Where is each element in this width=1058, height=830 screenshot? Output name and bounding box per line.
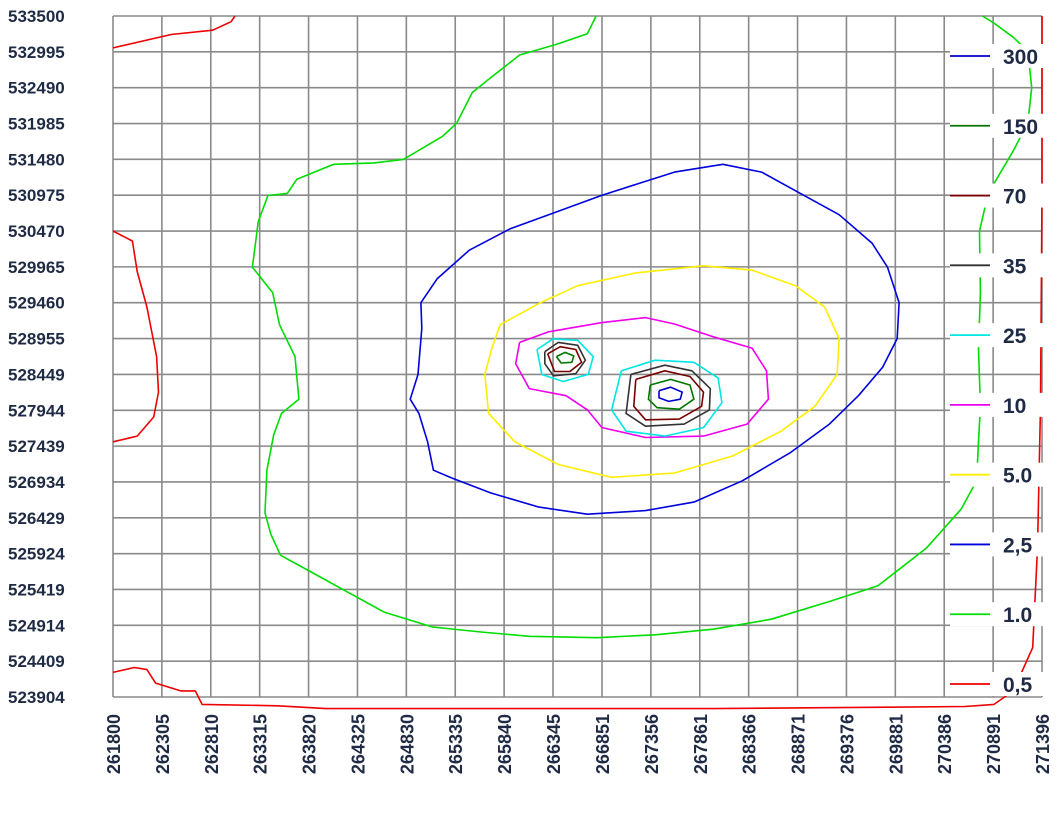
x-tick-label: 270891 [984, 714, 1004, 774]
legend-label: 150 [1003, 116, 1038, 139]
contour-line-5-0 [483, 264, 840, 479]
x-tick-label: 271396 [1033, 714, 1053, 774]
y-tick-label: 526429 [8, 509, 65, 528]
legend-label: 10 [1003, 395, 1026, 418]
x-tick-label: 269376 [837, 714, 857, 774]
contour-line-10 [514, 316, 770, 439]
legend-item-background [950, 253, 1046, 278]
y-tick-label: 527439 [8, 437, 65, 456]
x-tick-label: 266345 [544, 714, 564, 774]
legend-label: 35 [1003, 255, 1027, 278]
legend-label: 300 [1003, 46, 1038, 69]
x-tick-label: 269881 [886, 714, 906, 774]
legend-label: 70 [1003, 186, 1026, 209]
legend-item-background [950, 113, 1046, 138]
legend-label: 5.0 [1003, 465, 1032, 488]
y-tick-label: 533500 [8, 7, 65, 26]
contour-line-70 [632, 369, 705, 421]
y-tick-labels: 533500 532995 532490 531985 531480 530975 5304… [8, 7, 65, 707]
contour-line-300 [658, 386, 684, 403]
x-tick-label: 267356 [642, 714, 662, 774]
y-tick-label: 530975 [8, 186, 65, 205]
y-tick-label: 528955 [8, 330, 65, 349]
y-tick-label: 529965 [8, 258, 65, 277]
y-tick-label: 530470 [8, 222, 65, 241]
x-tick-label: 268871 [789, 714, 809, 774]
x-tick-label: 267861 [691, 714, 711, 774]
y-tick-label: 528449 [8, 365, 65, 384]
x-tick-labels: 261800 262305 262810 263315 263820 264325 2648… [104, 714, 1053, 774]
x-tick-label: 261800 [104, 714, 124, 774]
x-tick-label: 263820 [300, 714, 320, 774]
y-tick-label: 525924 [8, 545, 65, 564]
legend-label: 25 [1003, 325, 1027, 348]
contour-line-70 [546, 345, 583, 373]
x-tick-label: 270386 [935, 714, 955, 774]
contour-line-25 [610, 359, 723, 437]
x-tick-label: 262305 [153, 714, 173, 774]
x-tick-label: 266851 [593, 714, 613, 774]
y-tick-label: 524409 [8, 652, 65, 671]
x-tick-label: 264325 [348, 714, 368, 774]
y-tick-label: 532490 [8, 79, 65, 98]
y-tick-label: 531985 [8, 115, 65, 134]
contour-line-1-0 [251, 15, 1033, 639]
contour-line-35 [625, 364, 712, 428]
y-tick-label: 526934 [8, 473, 65, 492]
contour-line-35 [543, 341, 587, 377]
y-tick-label: 525419 [8, 580, 65, 599]
contour-line-25 [536, 338, 595, 383]
x-tick-label: 265335 [446, 714, 466, 774]
contour-line-0-5 [112, 230, 160, 443]
contour-line-2-5 [409, 163, 900, 516]
legend-label: 2,5 [1003, 534, 1033, 557]
y-tick-label: 529460 [8, 294, 65, 313]
x-tick-label: 264830 [397, 714, 417, 774]
x-tick-label: 263315 [251, 714, 271, 774]
contour-line-150 [555, 351, 575, 364]
y-tick-label: 523904 [8, 688, 65, 707]
y-tick-label: 532995 [8, 43, 65, 62]
legend: 300 150 70 35 25 10 5.0 2,5 1.0 0,5 [950, 44, 1046, 697]
y-tick-label: 531480 [8, 150, 65, 169]
grid-lines [112, 15, 1043, 698]
contour-line-150 [647, 378, 695, 411]
x-tick-label: 268366 [740, 714, 760, 774]
x-tick-label: 265840 [495, 714, 515, 774]
y-tick-label: 527944 [8, 401, 65, 420]
legend-label: 0,5 [1003, 674, 1033, 697]
y-tick-label: 524914 [8, 616, 65, 635]
contour-line-0-5 [112, 15, 236, 49]
x-tick-label: 262810 [202, 714, 222, 774]
legend-label: 1.0 [1003, 604, 1032, 627]
